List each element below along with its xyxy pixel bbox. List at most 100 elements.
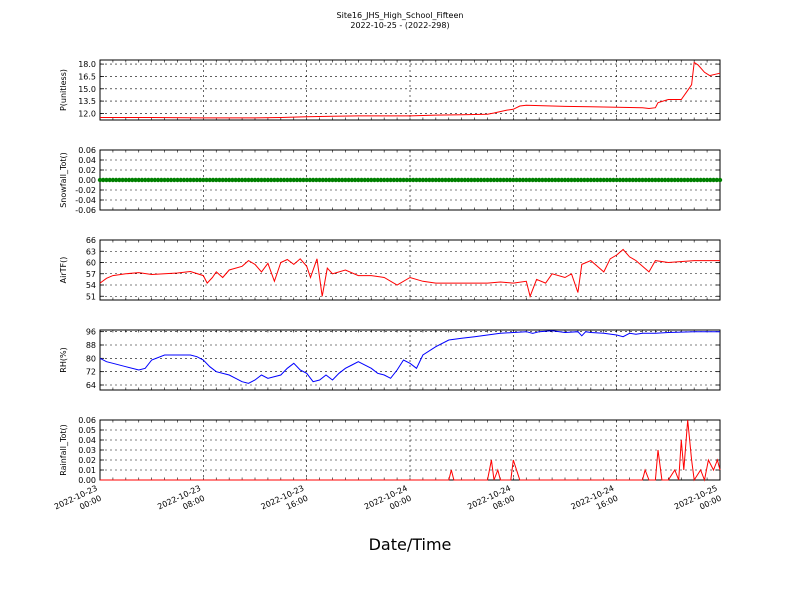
series-line [99,330,720,384]
data-point [659,177,665,183]
data-point [204,177,209,183]
y-tick-label: 0.03 [78,446,96,455]
y-axis-label: AirTF() [59,257,68,284]
data-point [197,177,203,183]
data-point [679,177,684,183]
data-point [669,177,674,183]
data-point [436,177,442,183]
data-point [230,177,235,183]
data-point [256,177,261,183]
data-point [549,177,555,183]
y-tick-label: 13.5 [78,97,96,106]
data-point [133,177,138,183]
data-point [633,177,639,183]
data-point [520,177,526,183]
data-point [301,177,306,183]
data-point [462,177,468,183]
data-point [210,177,216,183]
data-point [598,177,603,183]
data-point [533,177,539,183]
data-point [582,177,587,183]
y-tick-label: 0.01 [78,466,96,475]
data-point [246,177,251,183]
data-point [278,177,284,183]
data-point [178,177,183,183]
data-point [472,177,477,183]
data-point [430,177,435,183]
y-tick-label: 18.0 [78,60,96,69]
data-point [524,177,529,183]
series-line [100,419,721,482]
data-point [695,177,700,183]
data-point [184,177,190,183]
data-point [517,177,522,183]
data-point [330,177,335,183]
data-point [420,177,426,183]
data-point [478,177,484,183]
data-point [569,177,574,183]
data-point [285,177,290,183]
y-tick-label: 0.00 [78,476,96,485]
data-point [704,177,710,183]
y-tick-label: 63 [86,247,96,256]
data-point [433,177,439,183]
data-point [672,177,677,183]
data-point [398,177,403,183]
data-point [110,177,116,183]
data-point [298,177,303,183]
data-point [236,177,242,183]
data-point [101,177,106,183]
data-point [620,177,626,183]
data-point [504,177,510,183]
data-point [201,177,206,183]
data-point [514,177,519,183]
y-tick-label: 0.00 [78,176,96,185]
data-point [562,177,568,183]
data-point [194,177,200,183]
series-line [100,61,721,119]
data-point [223,177,229,183]
data-point [465,177,471,183]
data-point [401,177,406,183]
y-tick-label: -0.06 [75,206,96,215]
y-tick-label: 0.06 [78,416,96,425]
data-point [507,177,513,183]
data-point [391,177,397,183]
data-point [498,177,503,183]
data-point [591,177,597,183]
data-point [624,177,629,183]
data-point [446,177,451,183]
y-tick-label: -0.04 [75,196,96,205]
data-point [630,177,636,183]
data-point [491,177,497,183]
data-point [540,177,545,183]
data-point [126,177,132,183]
y-tick-label: 0.02 [78,456,96,465]
data-point [268,177,274,183]
series-line [99,248,720,298]
data-point [104,177,109,183]
data-point [155,177,161,183]
y-tick-label: 0.06 [78,146,96,155]
data-point [181,177,187,183]
data-point [449,177,455,183]
data-point [381,177,387,183]
data-point [239,177,245,183]
data-point [423,177,429,183]
data-point [113,177,119,183]
y-tick-label: 0.04 [78,436,96,445]
y-tick-label: 51 [86,292,96,301]
data-point [456,177,461,183]
y-tick-label: 60 [86,259,96,268]
data-point [614,177,619,183]
data-point [243,177,248,183]
data-point [107,177,112,183]
data-point [553,177,558,183]
data-point [188,177,193,183]
data-point [352,177,358,183]
data-point [356,177,361,183]
data-point [604,177,610,183]
chart-subtitle: 2022-10-25 - (2022-298) [350,21,449,30]
data-point [165,177,171,183]
